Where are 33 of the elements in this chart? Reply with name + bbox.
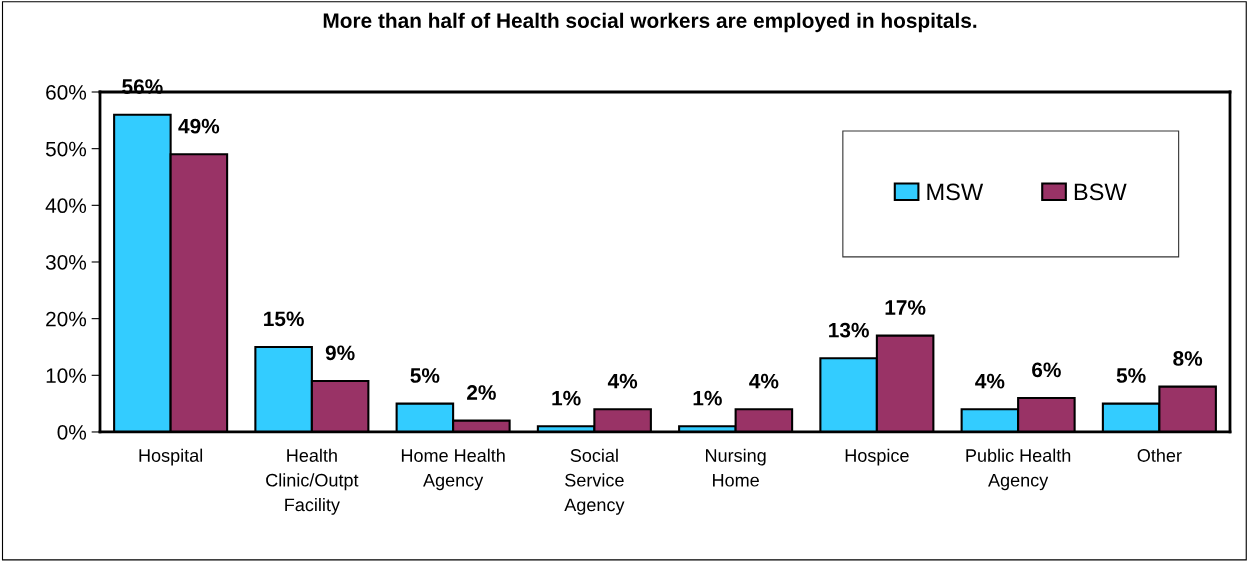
x-tick-label: Hospital (139, 448, 203, 466)
data-label: 1% (693, 390, 722, 406)
data-label: 9% (325, 345, 355, 361)
data-label: 1% (552, 390, 581, 406)
y-tick-label: 20% (46, 311, 87, 327)
data-label: 4% (749, 373, 779, 389)
data-label: 6% (1032, 362, 1061, 378)
data-label: 8% (1173, 351, 1203, 366)
x-tick-label: Nursing Home (706, 448, 766, 487)
x-tick-label: Hospice (845, 448, 909, 466)
x-tick-label: Other (1137, 448, 1182, 462)
data-label: 4% (607, 373, 638, 389)
data-label: 4% (975, 373, 1005, 389)
chart-title: More than half of Health social workers are employed in hospitals. (323, 12, 977, 33)
x-tick-label: Home Health Agency (401, 448, 505, 491)
x-tick-label: Social Service Agency (564, 448, 625, 515)
data-label: 5% (1116, 368, 1146, 383)
x-tick-label: Public Health Agency (966, 448, 1071, 491)
data-label: 13% (829, 322, 869, 338)
y-tick-label: 0% (57, 424, 87, 440)
y-tick-label: 10% (46, 368, 87, 384)
data-label: 5% (410, 368, 440, 383)
y-tick-label: 60% (46, 85, 87, 100)
data-label: 49% (178, 118, 220, 134)
y-tick-label: 50% (45, 141, 87, 157)
legend-label: MSW (927, 183, 984, 201)
legend-label: BSW (1074, 183, 1127, 201)
data-label: 15% (264, 311, 304, 327)
data-label: 17% (885, 300, 926, 315)
y-tick-label: 40% (45, 198, 87, 214)
data-label: 2% (467, 385, 496, 400)
x-tick-label: Health Clinic/Outpt Facility (266, 448, 359, 515)
y-tick-label: 30% (45, 254, 87, 270)
